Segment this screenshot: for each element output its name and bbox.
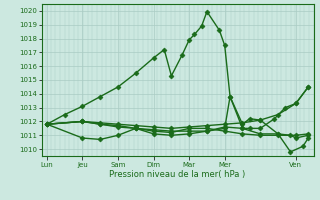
X-axis label: Pression niveau de la mer( hPa ): Pression niveau de la mer( hPa ) <box>109 170 246 179</box>
